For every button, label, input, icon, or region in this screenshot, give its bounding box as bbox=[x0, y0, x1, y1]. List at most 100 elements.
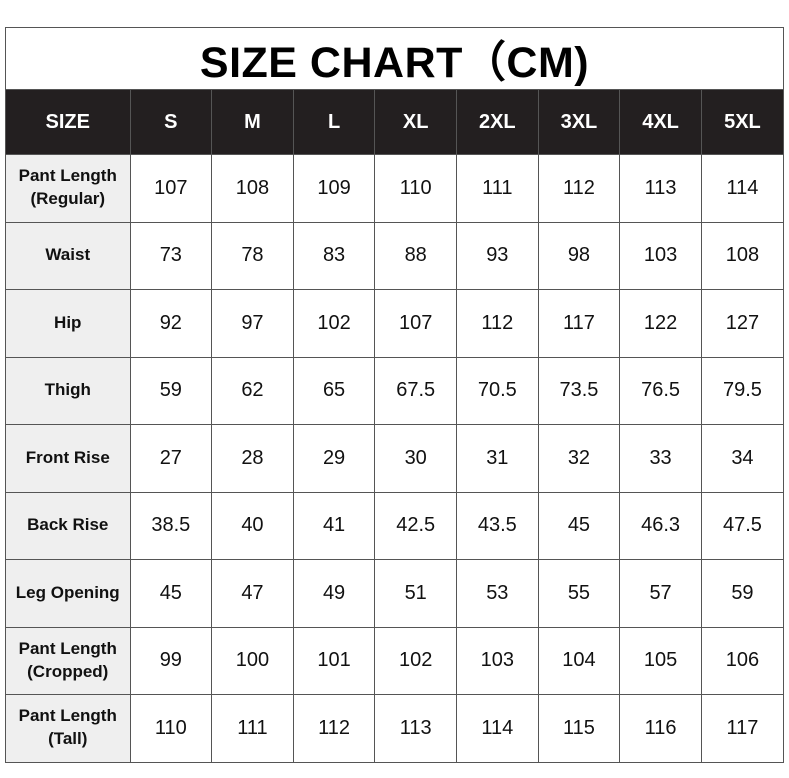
table-cell: 122 bbox=[619, 289, 702, 358]
table-cell: 110 bbox=[374, 154, 457, 223]
table-cell: 28 bbox=[211, 424, 294, 493]
header-size-s: S bbox=[129, 90, 213, 155]
table-cell: 38.5 bbox=[129, 491, 213, 560]
table-cell: 107 bbox=[129, 154, 213, 223]
table-cell: 51 bbox=[374, 559, 457, 628]
table-cell: 32 bbox=[537, 424, 621, 493]
row-label: Pant Length (Regular) bbox=[6, 154, 131, 223]
table-row: Thigh 59 62 65 67.5 70.5 73.5 76.5 79.5 bbox=[6, 356, 783, 425]
table-row: Waist 73 78 83 88 93 98 103 108 bbox=[6, 221, 783, 290]
table-cell: 45 bbox=[537, 491, 621, 560]
table-cell: 108 bbox=[700, 221, 783, 290]
table-cell: 117 bbox=[700, 694, 783, 762]
table-cell: 102 bbox=[374, 626, 457, 695]
table-row: Pant Length (Regular) 107 108 109 110 111 112 1… bbox=[6, 154, 783, 223]
table-cell: 111 bbox=[211, 694, 294, 762]
row-label: Pant Length (Tall) bbox=[6, 694, 131, 762]
table-cell: 107 bbox=[374, 289, 457, 358]
table-cell: 73.5 bbox=[537, 356, 621, 425]
header-size-m: M bbox=[211, 90, 294, 155]
table-cell: 127 bbox=[700, 289, 783, 358]
table-cell: 106 bbox=[700, 626, 783, 695]
table-cell: 112 bbox=[292, 694, 376, 762]
header-size-xl: XL bbox=[374, 90, 457, 155]
table-cell: 27 bbox=[129, 424, 213, 493]
table-cell: 103 bbox=[619, 221, 702, 290]
table-cell: 65 bbox=[292, 356, 376, 425]
table-cell: 99 bbox=[129, 626, 213, 695]
table-cell: 93 bbox=[456, 221, 539, 290]
table-cell: 111 bbox=[456, 154, 539, 223]
table-cell: 117 bbox=[537, 289, 621, 358]
row-label: Pant Length (Cropped) bbox=[6, 626, 131, 695]
table-cell: 47.5 bbox=[700, 491, 783, 560]
table-cell: 49 bbox=[292, 559, 376, 628]
table-cell: 45 bbox=[129, 559, 213, 628]
row-label: Thigh bbox=[6, 356, 131, 425]
table-cell: 41 bbox=[292, 491, 376, 560]
table-cell: 104 bbox=[537, 626, 621, 695]
table-cell: 29 bbox=[292, 424, 376, 493]
table-cell: 114 bbox=[700, 154, 783, 223]
table-cell: 105 bbox=[619, 626, 702, 695]
table-cell: 73 bbox=[129, 221, 213, 290]
header-size-3xl: 3XL bbox=[537, 90, 621, 155]
table-row: Front Rise 27 28 29 30 31 32 33 34 bbox=[6, 424, 783, 493]
table-cell: 83 bbox=[292, 221, 376, 290]
table-cell: 92 bbox=[129, 289, 213, 358]
header-size-4xl: 4XL bbox=[619, 90, 702, 155]
row-label: Front Rise bbox=[6, 424, 131, 493]
table-cell: 53 bbox=[456, 559, 539, 628]
table-cell: 46.3 bbox=[619, 491, 702, 560]
row-label: Waist bbox=[6, 221, 131, 290]
header-size-5xl: 5XL bbox=[700, 90, 783, 155]
table-cell: 100 bbox=[211, 626, 294, 695]
table-cell: 101 bbox=[292, 626, 376, 695]
table-cell: 67.5 bbox=[374, 356, 457, 425]
table-cell: 108 bbox=[211, 154, 294, 223]
table-cell: 33 bbox=[619, 424, 702, 493]
header-row: SIZE S M L XL 2XL 3XL 4XL 5XL bbox=[6, 90, 783, 155]
table-cell: 47 bbox=[211, 559, 294, 628]
table-cell: 98 bbox=[537, 221, 621, 290]
table-cell: 115 bbox=[537, 694, 621, 762]
table-cell: 62 bbox=[211, 356, 294, 425]
row-label: Back Rise bbox=[6, 491, 131, 560]
size-chart: SIZE CHART（CM) SIZE S M L XL 2XL 3XL 4XL 5XL Pan… bbox=[5, 27, 784, 763]
row-label: Leg Opening bbox=[6, 559, 131, 628]
table-cell: 113 bbox=[374, 694, 457, 762]
table-cell: 116 bbox=[619, 694, 702, 762]
table-cell: 55 bbox=[537, 559, 621, 628]
table-cell: 79.5 bbox=[700, 356, 783, 425]
table-cell: 59 bbox=[129, 356, 213, 425]
table-cell: 97 bbox=[211, 289, 294, 358]
table-cell: 88 bbox=[374, 221, 457, 290]
table-row: Back Rise 38.5 40 41 42.5 43.5 45 46.3 47.5 bbox=[6, 491, 783, 560]
row-label: Hip bbox=[6, 289, 131, 358]
table-row: Hip 92 97 102 107 112 117 122 127 bbox=[6, 289, 783, 358]
table-cell: 40 bbox=[211, 491, 294, 560]
table-row: Pant Length (Cropped) 99 100 101 102 103 104 10… bbox=[6, 626, 783, 695]
table-cell: 110 bbox=[129, 694, 213, 762]
header-size-l: L bbox=[292, 90, 376, 155]
table-cell: 113 bbox=[619, 154, 702, 223]
chart-title: SIZE CHART（CM) bbox=[6, 28, 783, 90]
header-size-label: SIZE bbox=[6, 90, 131, 155]
header-size-2xl: 2XL bbox=[456, 90, 539, 155]
table-cell: 103 bbox=[456, 626, 539, 695]
table-cell: 102 bbox=[292, 289, 376, 358]
table-cell: 109 bbox=[292, 154, 376, 223]
table-row: Pant Length (Tall) 110 111 112 113 114 115 116 1… bbox=[6, 694, 783, 762]
table-cell: 70.5 bbox=[456, 356, 539, 425]
table-cell: 78 bbox=[211, 221, 294, 290]
table-cell: 43.5 bbox=[456, 491, 539, 560]
table-cell: 34 bbox=[700, 424, 783, 493]
table-cell: 42.5 bbox=[374, 491, 457, 560]
table-cell: 59 bbox=[700, 559, 783, 628]
table-cell: 57 bbox=[619, 559, 702, 628]
table-cell: 31 bbox=[456, 424, 539, 493]
table-cell: 114 bbox=[456, 694, 539, 762]
table-cell: 30 bbox=[374, 424, 457, 493]
size-table: SIZE S M L XL 2XL 3XL 4XL 5XL Pant Length (Regul… bbox=[6, 90, 783, 762]
table-cell: 76.5 bbox=[619, 356, 702, 425]
